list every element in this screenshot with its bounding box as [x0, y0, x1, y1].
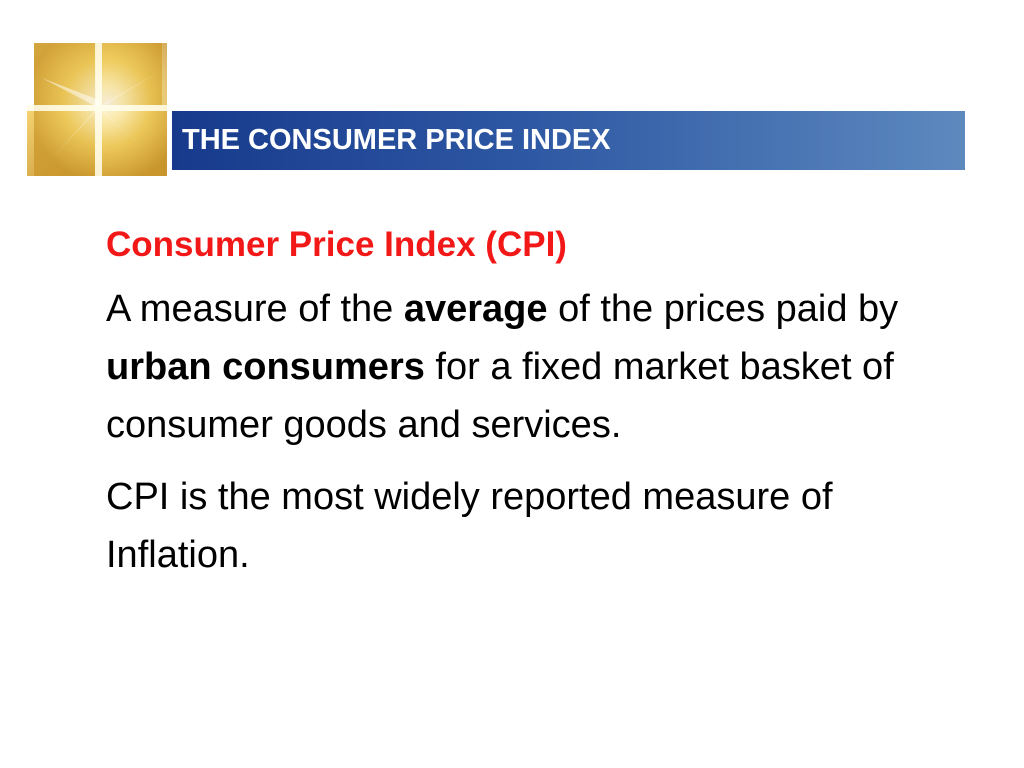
definition-text-3: for a fixed market basket of consumer go… — [106, 346, 894, 446]
gold-window-logo-icon — [22, 38, 172, 183]
cpi-heading: Consumer Price Index (CPI) — [106, 225, 567, 264]
slide-content: Consumer Price Index (CPI) A measure of … — [106, 220, 946, 598]
definition-text-2: of the prices paid by — [547, 288, 899, 330]
definition-bold-urban-consumers: urban consumers — [106, 346, 425, 388]
slide-title: THE CONSUMER PRICE INDEX — [182, 124, 611, 156]
title-bar: THE CONSUMER PRICE INDEX — [172, 111, 965, 170]
definition-text-1: A measure of the — [106, 288, 404, 330]
definition-bold-average: average — [403, 288, 548, 330]
cpi-statement: CPI is the most widely reported measure … — [106, 476, 833, 576]
cpi-definition: A measure of the average of the prices p… — [106, 280, 946, 454]
